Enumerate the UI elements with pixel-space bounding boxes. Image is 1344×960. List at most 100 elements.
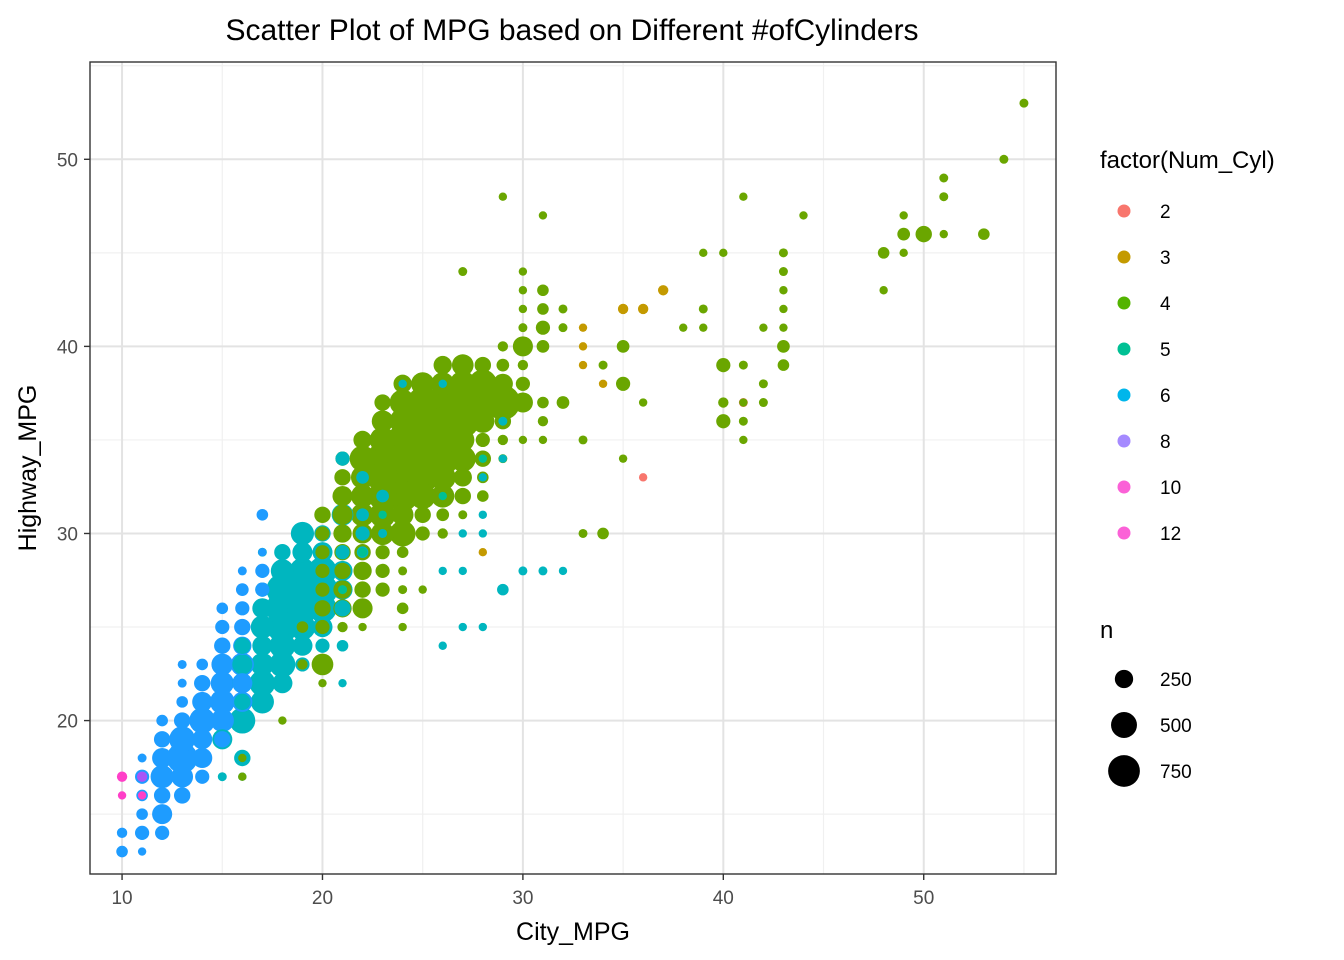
- data-point-cyl-5: [438, 491, 447, 501]
- data-point-cyl-4: [389, 389, 416, 416]
- data-point-cyl-8: [255, 563, 270, 579]
- data-point-cyl-4: [238, 753, 247, 763]
- data-point-cyl-8: [234, 618, 251, 636]
- data-point-cyl-4: [939, 173, 949, 183]
- data-point-cyl-4: [597, 527, 609, 540]
- data-point-cyl-6: [292, 635, 313, 656]
- data-point-cyl-4: [515, 376, 530, 391]
- data-point-cyl-4: [877, 247, 890, 259]
- data-point-cyl-4: [738, 416, 748, 426]
- data-point-cyl-6: [478, 510, 488, 519]
- data-point-cyl-4: [315, 582, 330, 597]
- data-point-cyl-4: [334, 469, 351, 486]
- data-point-cyl-12: [137, 791, 147, 800]
- data-point-cyl-8: [153, 787, 171, 804]
- data-point-cyl-12: [116, 771, 128, 782]
- data-point-cyl-6: [315, 638, 330, 653]
- data-point-cyl-6: [269, 632, 296, 659]
- grid-lines: [90, 62, 1056, 874]
- data-point-cyl-4: [337, 621, 348, 633]
- size-legend-key-750: [1108, 755, 1140, 787]
- y-tick-label: 40: [57, 337, 78, 358]
- data-point-cyl-8: [210, 671, 234, 695]
- legend-label-5: 5: [1160, 340, 1171, 361]
- y-axis-title: Highway_MPG: [14, 385, 42, 552]
- data-point-cyl-4: [699, 248, 708, 258]
- data-point-cyl-4: [978, 228, 990, 240]
- data-point-cyl-4: [537, 303, 549, 315]
- data-point-cyl-4: [618, 454, 628, 463]
- data-point-cyl-6: [234, 637, 251, 654]
- legend-key-6: [1117, 388, 1131, 402]
- legend-label-8: 8: [1160, 432, 1171, 453]
- data-point-cyl-4: [451, 428, 475, 452]
- data-point-cyl-6: [458, 529, 467, 538]
- data-point-cyl-4: [315, 563, 330, 579]
- data-point-cyl-6: [335, 451, 350, 466]
- data-point-cyl-4: [475, 432, 490, 448]
- data-point-cyl-6: [438, 641, 447, 650]
- data-point-cyl-8: [136, 808, 148, 820]
- data-point-cyl-2: [638, 473, 648, 482]
- data-point-cyl-4: [1019, 98, 1029, 108]
- data-point-cyl-4: [899, 248, 908, 258]
- data-point-cyl-6: [398, 379, 407, 389]
- data-point-cyl-4: [538, 211, 548, 220]
- legend-key-8: [1117, 434, 1131, 448]
- data-point-cyl-4: [698, 304, 708, 314]
- data-point-cyl-3: [618, 304, 628, 314]
- size-legend-key-250: [1114, 669, 1134, 689]
- data-point-cyl-4: [777, 340, 790, 353]
- data-point-cyl-4: [389, 408, 416, 435]
- data-point-cyl-4: [433, 355, 452, 375]
- x-tick-label: 20: [312, 888, 333, 909]
- data-point-cyl-4: [318, 678, 327, 688]
- data-point-cyl-8: [258, 547, 267, 557]
- data-point-cyl-4: [407, 462, 439, 493]
- data-point-cyl-6: [334, 600, 351, 617]
- x-tick-label: 10: [111, 888, 132, 909]
- data-point-cyl-4: [738, 360, 748, 370]
- data-point-cyl-4: [429, 464, 456, 491]
- data-point-cyl-8: [192, 747, 213, 769]
- data-point-cyl-8: [155, 825, 170, 840]
- data-point-cyl-8: [135, 825, 150, 840]
- data-point-cyl-6: [558, 566, 568, 576]
- data-point-cyl-12: [117, 791, 127, 800]
- chart-title: Scatter Plot of MPG based on Different #…: [225, 14, 918, 47]
- data-point-cyl-8: [215, 619, 230, 635]
- data-point-cyl-6: [376, 489, 389, 503]
- data-point-cyl-4: [799, 211, 808, 220]
- data-point-cyl-4: [389, 520, 416, 547]
- data-point-cyl-4: [387, 480, 418, 512]
- data-point-cyl-8: [116, 845, 128, 858]
- data-point-cyl-4: [354, 581, 371, 598]
- size-legend-label-500: 500: [1160, 716, 1192, 737]
- data-point-cyl-4: [517, 359, 529, 371]
- data-point-cyl-4: [332, 486, 353, 507]
- data-point-cyl-6: [287, 592, 318, 624]
- data-point-cyl-3: [598, 379, 608, 389]
- data-point-cyl-4: [398, 622, 407, 632]
- data-point-cyl-4: [471, 409, 495, 433]
- data-point-cyl-4: [314, 506, 331, 523]
- data-point-cyl-8: [116, 827, 128, 839]
- data-point-cyl-4: [407, 387, 439, 418]
- data-point-cyl-4: [518, 323, 528, 333]
- plot-panel-border: [89, 61, 1057, 875]
- data-point-cyl-4: [535, 320, 551, 335]
- legend-label-3: 3: [1160, 248, 1171, 269]
- data-point-cyl-5: [338, 585, 348, 595]
- data-point-cyl-8: [232, 673, 253, 694]
- data-point-cyl-8: [137, 847, 147, 856]
- data-point-cyl-4: [719, 248, 728, 258]
- data-point-cyl-8: [214, 637, 231, 654]
- data-point-cyl-4: [458, 510, 468, 520]
- data-point-cyl-6: [438, 379, 447, 389]
- data-point-cyl-4: [758, 398, 768, 408]
- data-point-cyl-4: [297, 659, 308, 670]
- color-legend: factor(Num_Cyl) 2 3 4 5 6 8 10 12: [1100, 147, 1275, 545]
- data-point-cyl-4: [777, 359, 790, 371]
- data-point-cyl-4: [716, 357, 731, 373]
- data-point-cyl-4: [739, 398, 748, 407]
